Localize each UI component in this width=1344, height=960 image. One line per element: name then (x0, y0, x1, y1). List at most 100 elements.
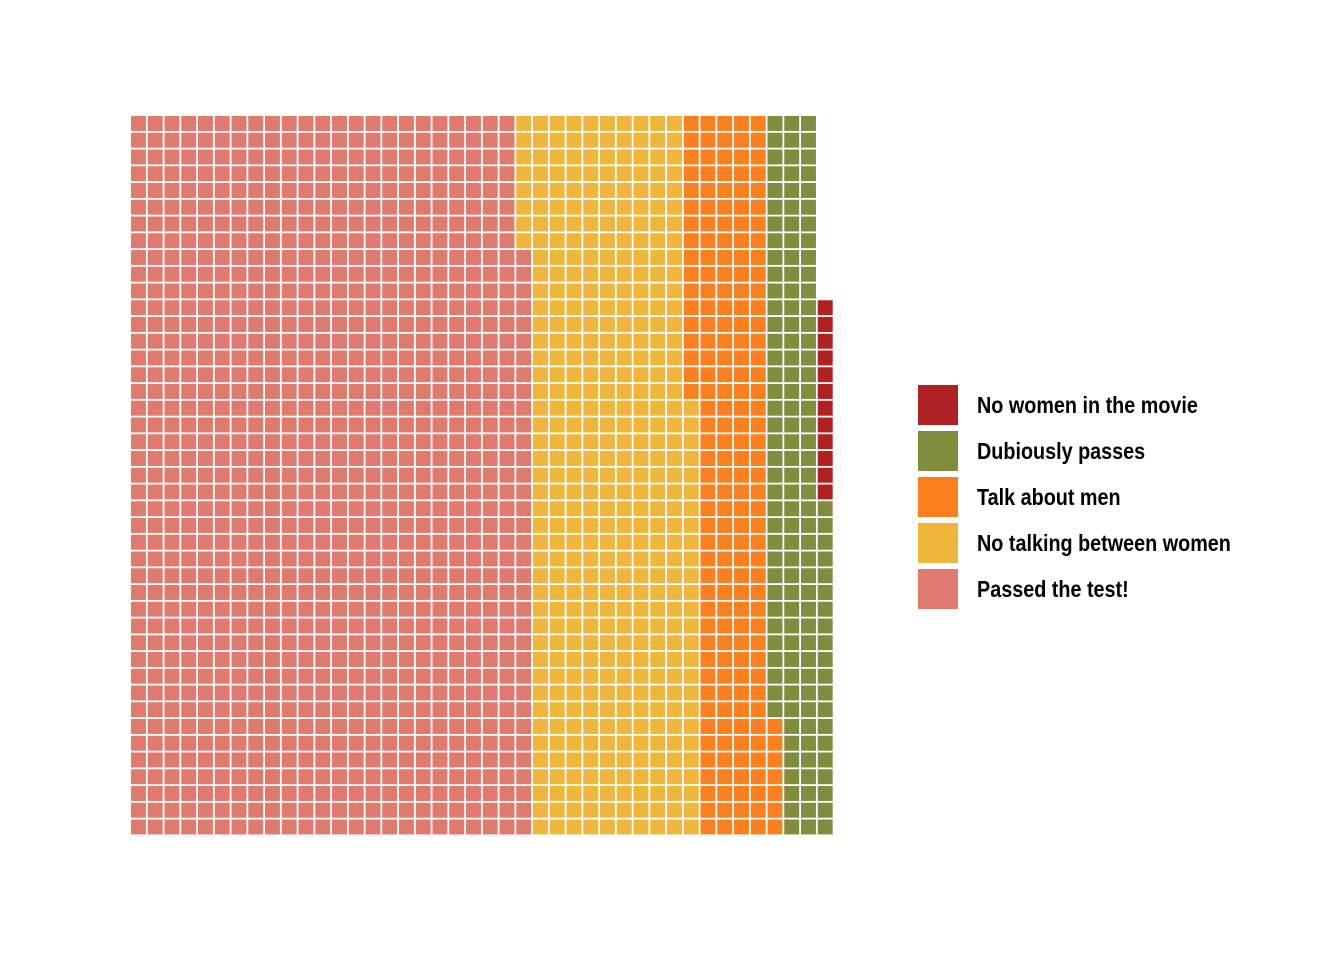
waffle-cell-passed-the-test (315, 116, 331, 131)
waffle-cell-passed-the-test (164, 752, 180, 768)
waffle-cell-passed-the-test (449, 551, 465, 567)
waffle-cell-passed-the-test (298, 752, 314, 768)
waffle-cell-passed-the-test (332, 333, 347, 349)
waffle-cell-passed-the-test (147, 752, 163, 768)
waffle-cell-talk-about-men (683, 384, 699, 399)
waffle-cell-dubiously-passes (784, 752, 800, 768)
waffle-cell-passed-the-test (147, 183, 163, 198)
waffle-cell-no-talking-between-women (633, 233, 649, 249)
waffle-cell-passed-the-test (265, 618, 280, 634)
waffle-cell-passed-the-test (432, 601, 448, 617)
waffle-cell-no-talking-between-women (600, 735, 615, 751)
waffle-cell-no-talking-between-women (583, 484, 599, 500)
waffle-cell-talk-about-men (750, 266, 766, 282)
waffle-cell-passed-the-test (265, 199, 280, 215)
waffle-cell-no-talking-between-women (600, 601, 615, 617)
waffle-cell-talk-about-men (750, 752, 766, 768)
waffle-cell-no-talking-between-women (667, 652, 682, 667)
waffle-cell-no-talking-between-women (566, 199, 582, 215)
waffle-cell-no-talking-between-women (583, 116, 599, 131)
waffle-cell-no-talking-between-women (616, 233, 632, 249)
waffle-cell-passed-the-test (131, 149, 146, 165)
waffle-cell-passed-the-test (432, 735, 448, 751)
waffle-cell-passed-the-test (332, 735, 347, 751)
waffle-cell-no-talking-between-women (516, 166, 532, 182)
waffle-cell-dubiously-passes (784, 149, 800, 165)
waffle-cell-passed-the-test (499, 501, 515, 517)
waffle-cell-dubiously-passes (784, 685, 800, 701)
waffle-cell-passed-the-test (432, 367, 448, 383)
waffle-cell-passed-the-test (181, 786, 197, 801)
waffle-cell-passed-the-test (281, 551, 297, 567)
waffle-cell-passed-the-test (466, 216, 481, 232)
waffle-cell-passed-the-test (449, 417, 465, 433)
waffle-cell-talk-about-men (717, 216, 733, 232)
waffle-cell-passed-the-test (198, 367, 213, 383)
waffle-cell-passed-the-test (466, 786, 481, 801)
waffle-cell-talk-about-men (750, 786, 766, 801)
waffle-cell-passed-the-test (315, 819, 331, 835)
waffle-cell-passed-the-test (482, 149, 498, 165)
waffle-cell-passed-the-test (265, 702, 280, 718)
waffle-cell-no-talking-between-women (533, 819, 548, 835)
waffle-cell-passed-the-test (432, 618, 448, 634)
waffle-cell-passed-the-test (214, 166, 230, 182)
waffle-cell-talk-about-men (734, 317, 749, 332)
waffle-cell-dubiously-passes (767, 451, 783, 466)
waffle-cell-passed-the-test (332, 400, 347, 416)
waffle-cell-talk-about-men (734, 132, 749, 148)
waffle-cell-talk-about-men (767, 819, 783, 835)
waffle-cell-no-talking-between-women (583, 467, 599, 483)
waffle-cell-passed-the-test (281, 116, 297, 131)
waffle-cell-passed-the-test (365, 451, 381, 466)
waffle-cell-no-talking-between-women (600, 668, 615, 684)
waffle-cell-no-women-in-the-movie (817, 467, 833, 483)
waffle-cell-passed-the-test (449, 216, 465, 232)
waffle-cell-passed-the-test (516, 518, 532, 533)
waffle-cell-passed-the-test (482, 534, 498, 550)
waffle-cell-passed-the-test (466, 551, 481, 567)
legend-label: No talking between women (977, 529, 1231, 556)
waffle-cell-passed-the-test (516, 317, 532, 332)
waffle-cell-talk-about-men (750, 501, 766, 517)
waffle-cell-passed-the-test (298, 250, 314, 265)
waffle-cell-passed-the-test (348, 216, 364, 232)
waffle-cell-passed-the-test (281, 384, 297, 399)
waffle-cell-passed-the-test (449, 484, 465, 500)
waffle-cell-passed-the-test (298, 534, 314, 550)
waffle-cell-no-talking-between-women (566, 451, 582, 466)
waffle-cell-passed-the-test (415, 786, 431, 801)
waffle-cell-no-talking-between-women (583, 333, 599, 349)
waffle-cell-no-talking-between-women (633, 367, 649, 383)
waffle-cell-dubiously-passes (801, 467, 816, 483)
waffle-cell-passed-the-test (415, 250, 431, 265)
waffle-cell-passed-the-test (516, 467, 532, 483)
waffle-cell-talk-about-men (750, 199, 766, 215)
waffle-cell-passed-the-test (164, 233, 180, 249)
waffle-cell-passed-the-test (281, 451, 297, 466)
waffle-cell-passed-the-test (131, 819, 146, 835)
waffle-cell-passed-the-test (348, 484, 364, 500)
waffle-cell-passed-the-test (466, 467, 481, 483)
waffle-cell-no-talking-between-women (549, 769, 565, 785)
waffle-cell-no-talking-between-women (633, 166, 649, 182)
waffle-cell-passed-the-test (499, 283, 515, 299)
waffle-cell-talk-about-men (683, 183, 699, 198)
waffle-cell-no-talking-between-women (566, 601, 582, 617)
waffle-cell-passed-the-test (248, 752, 264, 768)
waffle-cell-passed-the-test (382, 333, 398, 349)
waffle-cell-passed-the-test (365, 367, 381, 383)
waffle-cell-passed-the-test (248, 116, 264, 131)
waffle-cell-passed-the-test (131, 769, 146, 785)
waffle-cell-passed-the-test (248, 685, 264, 701)
waffle-cell-talk-about-men (734, 451, 749, 466)
waffle-cell-passed-the-test (399, 166, 414, 182)
waffle-cell-passed-the-test (449, 300, 465, 316)
waffle-cell-passed-the-test (482, 702, 498, 718)
waffle-cell-passed-the-test (499, 333, 515, 349)
waffle-cell-dubiously-passes (767, 400, 783, 416)
waffle-cell-talk-about-men (700, 467, 716, 483)
waffle-cell-passed-the-test (131, 467, 146, 483)
waffle-cell-no-talking-between-women (566, 384, 582, 399)
waffle-cell-no-talking-between-women (616, 551, 632, 567)
